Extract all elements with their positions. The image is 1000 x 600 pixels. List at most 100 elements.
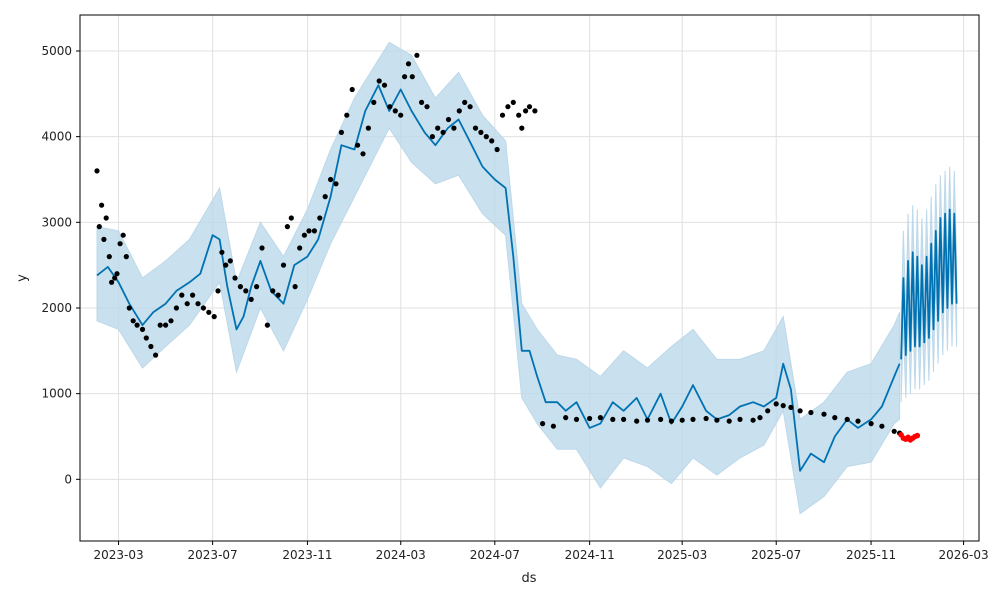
actual-point: [387, 104, 393, 110]
actual-point: [451, 125, 457, 131]
actual-point: [440, 129, 446, 135]
forecast-lines: [96, 84, 958, 472]
actual-points: [94, 52, 921, 443]
actual-point: [215, 288, 221, 294]
actual-point: [621, 416, 627, 422]
actual-point: [223, 262, 229, 268]
actual-point: [114, 271, 120, 277]
actual-point: [173, 305, 179, 311]
actual-point: [523, 108, 529, 114]
actual-point: [101, 236, 107, 242]
actual-point: [703, 415, 709, 422]
actual-point: [690, 416, 696, 422]
actual-point: [392, 108, 398, 114]
actual-point: [424, 104, 430, 110]
actual-point: [297, 245, 303, 251]
actual-point: [306, 228, 312, 234]
plot-frame: [79, 14, 980, 542]
actual-point: [237, 284, 243, 290]
actual-point: [679, 417, 685, 423]
actual-point: [429, 134, 435, 140]
actual-point: [516, 112, 522, 118]
actual-point: [143, 335, 149, 341]
actual-point: [301, 232, 307, 238]
actual-point: [148, 343, 154, 350]
actual-point: [163, 322, 169, 328]
x-tick-label: 2026-03: [939, 548, 989, 562]
actual-point: [499, 112, 506, 118]
actual-point: [658, 416, 664, 422]
y-tick-label: 4000: [41, 130, 72, 144]
actual-point: [844, 416, 850, 422]
actual-point: [211, 314, 217, 320]
actual-point: [168, 318, 174, 324]
actual-point: [526, 104, 533, 110]
actual-point: [206, 309, 212, 315]
actual-point: [96, 224, 102, 230]
actual-point: [445, 116, 452, 123]
actual-point: [317, 215, 323, 221]
actual-point: [478, 129, 484, 135]
recent-point: [914, 432, 921, 439]
x-tick-label: 2025-07: [751, 548, 801, 562]
actual-point: [179, 292, 185, 298]
actual-point: [120, 232, 126, 238]
actual-point: [610, 416, 616, 422]
actual-point: [879, 423, 885, 429]
actual-point: [288, 215, 294, 221]
actual-point: [254, 284, 260, 290]
actual-point: [99, 202, 105, 208]
actual-point: [405, 61, 412, 67]
actual-point: [832, 415, 838, 421]
actual-point: [360, 151, 366, 157]
actual-point: [134, 322, 140, 328]
actual-point: [195, 301, 201, 307]
future-forecast-line: [900, 208, 958, 360]
actual-point: [483, 134, 489, 140]
actual-point: [634, 418, 640, 424]
actual-point: [510, 99, 516, 105]
actual-point: [472, 125, 479, 131]
actual-point: [112, 275, 118, 281]
actual-point: [349, 86, 355, 93]
y-tick-label: 1000: [41, 387, 72, 401]
x-tick-label: 2023-11: [282, 548, 332, 562]
actual-point: [109, 279, 115, 285]
actual-point: [275, 292, 281, 298]
actual-point: [103, 215, 109, 221]
actual-point: [726, 418, 732, 424]
actual-point: [668, 418, 675, 424]
forecast-line: [96, 84, 901, 472]
x-axis-title: ds: [521, 571, 536, 586]
actual-point: [371, 99, 377, 105]
actual-point: [419, 99, 425, 105]
actual-point: [435, 125, 441, 131]
actual-point: [130, 318, 136, 324]
actual-point: [322, 194, 328, 200]
x-tick-label: 2024-07: [470, 548, 520, 562]
y-tick-label: 5000: [41, 44, 72, 58]
actual-point: [243, 288, 249, 294]
actual-point: [365, 125, 371, 131]
actual-point: [117, 241, 123, 247]
actual-point: [409, 74, 415, 80]
x-tick-label: 2024-11: [565, 548, 615, 562]
actual-point: [157, 322, 163, 328]
y-tick-label: 3000: [41, 215, 72, 229]
actual-point: [270, 288, 276, 294]
actual-point: [355, 142, 361, 148]
y-tick-label: 2000: [41, 301, 72, 315]
actual-point: [153, 352, 159, 358]
x-axis-ticks: 2023-03 2023-07 2023-11 2024-03 2024-07 2024-…: [93, 541, 989, 562]
actual-point: [750, 417, 756, 423]
actual-point: [868, 421, 874, 427]
actual-point: [123, 254, 129, 260]
actual-point: [219, 249, 225, 255]
actual-point: [106, 254, 112, 260]
x-tick-label: 2024-03: [376, 548, 426, 562]
actual-point: [788, 404, 794, 410]
actual-point: [519, 125, 525, 131]
actual-point: [550, 423, 557, 429]
actual-point: [402, 74, 408, 80]
actual-point: [292, 284, 298, 290]
